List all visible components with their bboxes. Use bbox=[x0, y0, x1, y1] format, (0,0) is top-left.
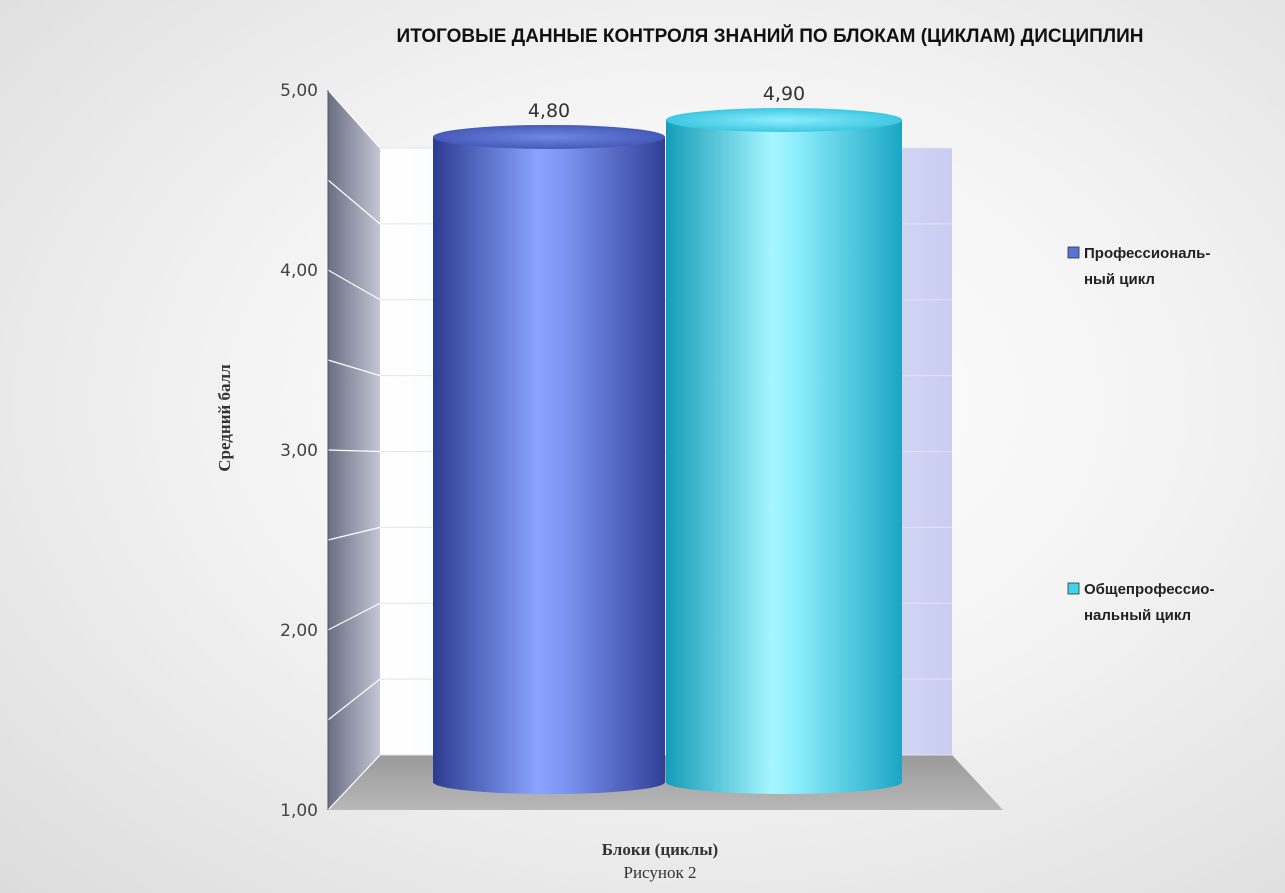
legend-swatch bbox=[1067, 246, 1080, 259]
y-tick-label: 5,00 bbox=[280, 81, 318, 101]
y-tick-label: 2,00 bbox=[280, 621, 318, 641]
y-tick-label: 4,00 bbox=[280, 261, 318, 281]
y-tick-label: 1,00 bbox=[280, 801, 318, 821]
bar-body bbox=[666, 119, 902, 795]
legend-label: Профессиональ- bbox=[1084, 245, 1210, 262]
bar-professional-cycle bbox=[433, 124, 665, 794]
data-label: 4,80 bbox=[528, 100, 570, 122]
legend-label: ный цикл bbox=[1084, 271, 1155, 288]
data-labels: 4,80 4,90 bbox=[528, 83, 805, 122]
bar-general-professional-cycle bbox=[666, 107, 902, 795]
legend-label: Общепрофессио- bbox=[1084, 581, 1214, 598]
side-wall bbox=[328, 90, 380, 810]
y-tick-label: 3,00 bbox=[280, 441, 318, 461]
bar-top bbox=[666, 107, 902, 132]
legend-item: Профессиональ-ный цикл bbox=[1067, 245, 1210, 288]
gridline-side bbox=[327, 754, 381, 811]
gridline-side bbox=[327, 449, 381, 453]
legend: Профессиональ-ный цикл Общепрофессио-наль… bbox=[1067, 245, 1214, 624]
legend-item: Общепрофессио-нальный цикл bbox=[1067, 581, 1214, 624]
data-label: 4,90 bbox=[763, 83, 805, 105]
gridline-side bbox=[327, 526, 381, 541]
x-axis-label: Блоки (циклы) bbox=[602, 840, 718, 859]
legend-label: нальный цикл bbox=[1084, 607, 1191, 624]
bar-top bbox=[433, 124, 665, 149]
chart-title: ИТОГОВЫЕ ДАННЫЕ КОНТРОЛЯ ЗНАНИЙ ПО БЛОКА… bbox=[397, 25, 1144, 47]
bars bbox=[433, 107, 902, 795]
gridline-side bbox=[327, 179, 381, 225]
figure-caption: Рисунок 2 bbox=[624, 863, 697, 882]
legend-swatch bbox=[1067, 582, 1080, 595]
gridline-side bbox=[327, 269, 381, 301]
y-axis-label: Средний балл bbox=[215, 364, 234, 472]
gridline-side bbox=[327, 359, 381, 377]
gridline-side bbox=[327, 602, 381, 631]
gridline-side bbox=[327, 678, 381, 721]
gridline-side bbox=[327, 89, 381, 149]
bar-body bbox=[433, 136, 665, 794]
y-axis-ticks: 1,00 2,00 3,00 4,00 5,00 bbox=[280, 81, 318, 821]
